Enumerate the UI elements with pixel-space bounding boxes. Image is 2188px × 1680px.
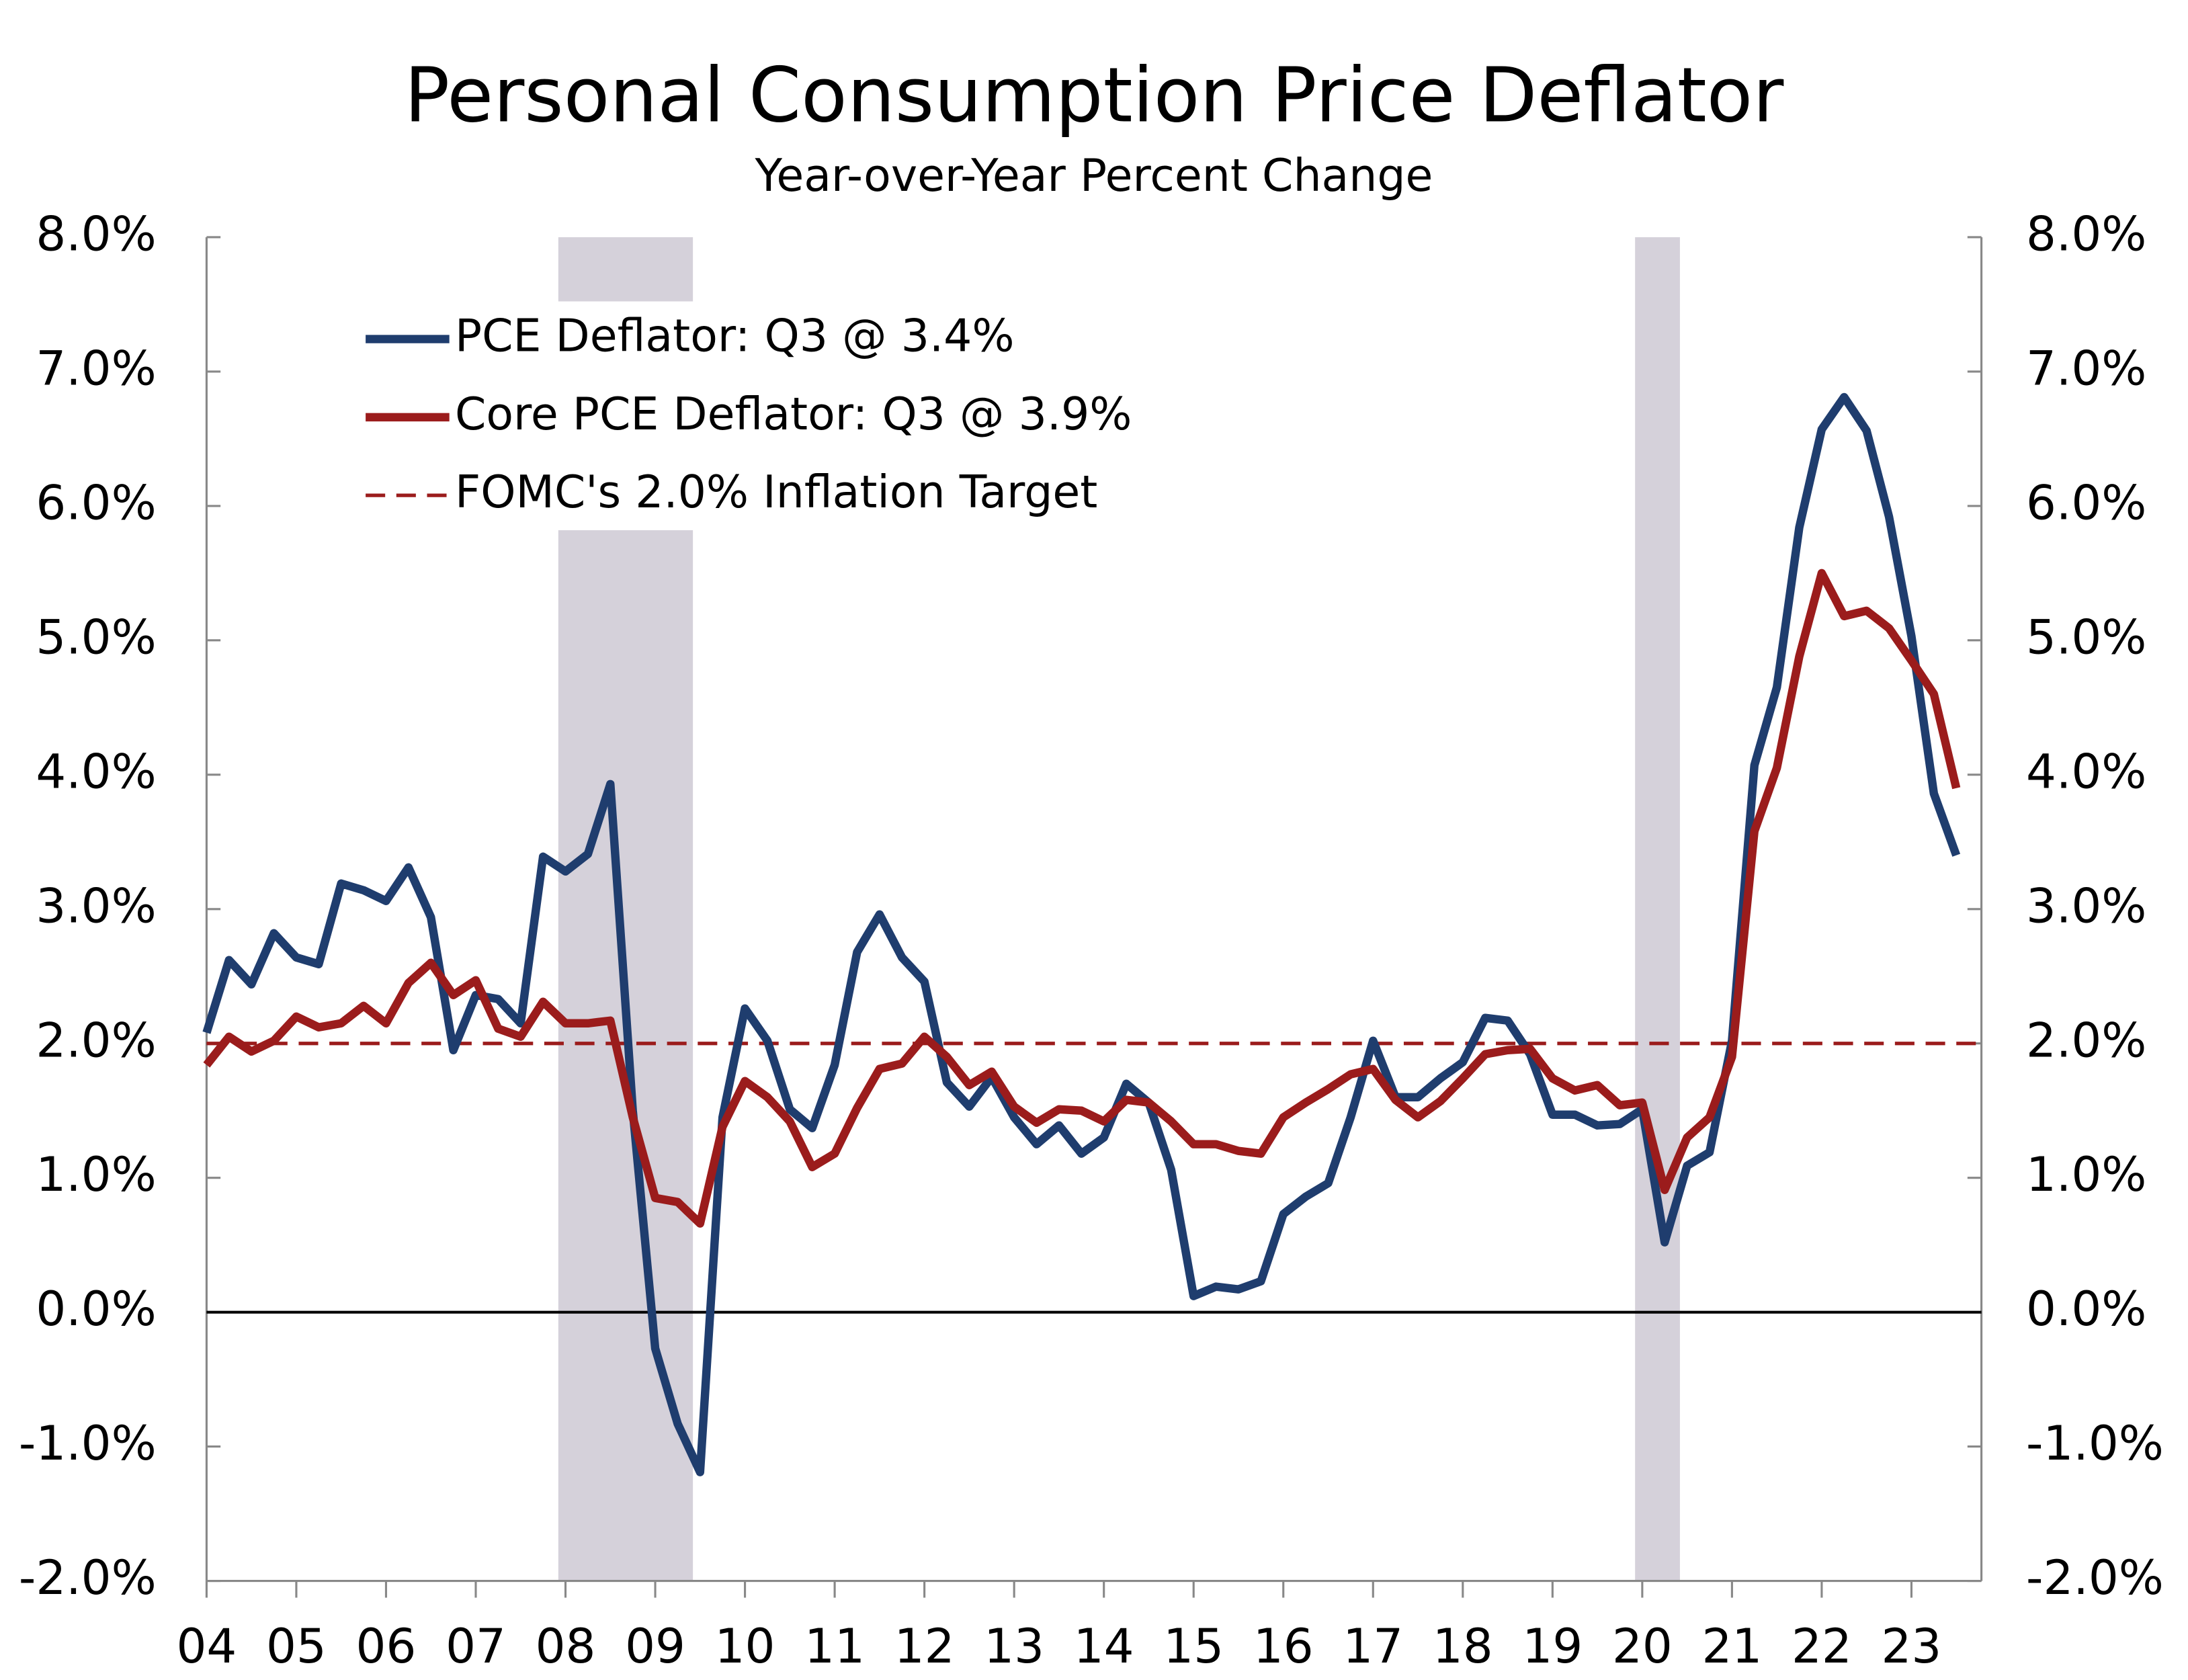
chart-title: Personal Consumption Price Deflator — [405, 52, 1785, 139]
y2-tick-label: 7.0% — [2026, 340, 2146, 396]
legend-label: PCE Deflator: Q3 @ 3.4% — [455, 310, 1015, 362]
x-tick-label: 14 — [1074, 1618, 1134, 1674]
recession-shade — [1635, 237, 1680, 1581]
x-tick-label: 07 — [446, 1618, 506, 1674]
y2-tick-label: 8.0% — [2026, 206, 2146, 262]
y2-tick-label: 0.0% — [2026, 1281, 2146, 1337]
x-tick-label: 08 — [536, 1618, 596, 1674]
y2-tick-label: 2.0% — [2026, 1012, 2146, 1068]
x-tick-label: 23 — [1882, 1618, 1942, 1674]
y-tick-label: 0.0% — [36, 1281, 156, 1337]
x-tick-label: 10 — [715, 1618, 775, 1674]
y2-tick-label: 5.0% — [2026, 609, 2146, 665]
y-tick-label: -2.0% — [19, 1550, 157, 1605]
y2-tick-label: 4.0% — [2026, 743, 2146, 799]
x-tick-label: 18 — [1433, 1618, 1493, 1674]
x-tick-label: 16 — [1253, 1618, 1314, 1674]
y2-tick-label: 3.0% — [2026, 878, 2146, 933]
x-tick-label: 05 — [266, 1618, 327, 1674]
y-tick-label: 6.0% — [36, 474, 156, 530]
x-tick-label: 22 — [1792, 1618, 1852, 1674]
x-tick-label: 21 — [1701, 1618, 1762, 1674]
x-tick-label: 06 — [356, 1618, 417, 1674]
x-tick-label: 13 — [984, 1618, 1044, 1674]
x-tick-label: 15 — [1163, 1618, 1224, 1674]
x-tick-label: 12 — [894, 1618, 955, 1674]
y2-tick-label: -1.0% — [2026, 1415, 2164, 1471]
legend-label: FOMC's 2.0% Inflation Target — [455, 466, 1097, 518]
y-tick-label: 5.0% — [36, 609, 156, 665]
legend-label: Core PCE Deflator: Q3 @ 3.9% — [455, 388, 1132, 440]
x-tick-label: 11 — [804, 1618, 865, 1674]
x-tick-label: 17 — [1343, 1618, 1403, 1674]
y-tick-label: 2.0% — [36, 1012, 156, 1068]
y2-tick-label: 6.0% — [2026, 474, 2146, 530]
x-tick-label: 09 — [625, 1618, 685, 1674]
y-tick-label: 1.0% — [36, 1146, 156, 1202]
y-tick-label: 4.0% — [36, 743, 156, 799]
y-tick-label: 7.0% — [36, 340, 156, 396]
x-tick-label: 20 — [1612, 1618, 1673, 1674]
y-tick-label: 8.0% — [36, 206, 156, 262]
legend-background — [349, 301, 1228, 531]
y-tick-label: 3.0% — [36, 878, 156, 933]
x-tick-label: 19 — [1522, 1618, 1583, 1674]
series-line — [202, 392, 1961, 1476]
y2-tick-label: -2.0% — [2026, 1550, 2164, 1605]
y-tick-label: -1.0% — [19, 1415, 157, 1471]
series-line — [203, 569, 1961, 1228]
chart-subtitle: Year-over-Year Percent Change — [755, 149, 1433, 202]
x-tick-label: 04 — [176, 1618, 237, 1674]
y2-tick-label: 1.0% — [2026, 1146, 2146, 1202]
